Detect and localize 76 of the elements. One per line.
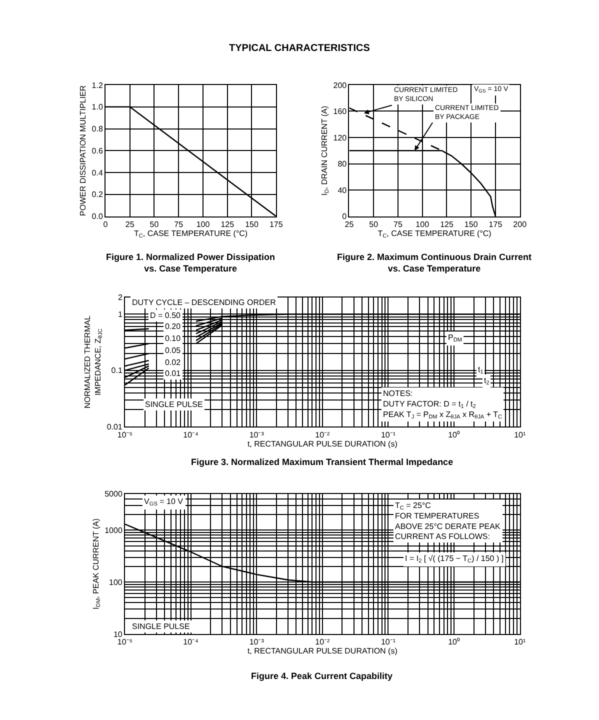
x-tick-label: 75 bbox=[174, 220, 184, 229]
annotation: 0.01 bbox=[165, 369, 182, 378]
text: TYPICAL CHARACTERISTICS bbox=[229, 43, 370, 54]
annotation: T$_{C}$ = 25°C FOR TEMPERATURES ABOVE 25°C DERATE PEAK CURRENT AS FOLLOWS: bbox=[395, 501, 501, 542]
annotation: 0.20 bbox=[165, 322, 182, 331]
y-axis-title: POWER DISSIPATION MULTIPLIER bbox=[78, 85, 88, 216]
y-tick-label: 0.8 bbox=[92, 124, 104, 134]
y-tick-label: 0.0 bbox=[92, 212, 104, 222]
annotation: 0.05 bbox=[165, 346, 182, 355]
y-tick-label: 0.4 bbox=[92, 168, 104, 178]
annotation: V$_{GS}$ = 10 V bbox=[144, 497, 184, 508]
x-tick-label: 150 bbox=[464, 220, 478, 229]
x-tick-label: 75 bbox=[394, 220, 403, 229]
text: Figure 3. Normalized Maximum Transient Thermal Impedance bbox=[191, 457, 454, 467]
annotation: t$_{2}$ bbox=[484, 376, 490, 387]
annotation: I = I$_{2}$ [ √( (175 − T$_{C}$) / 150 ) ] bbox=[405, 554, 504, 565]
x-tick-label: 50 bbox=[150, 220, 160, 229]
x-axis-title: T$_{C}$, CASE TEMPERATURE (°C) bbox=[134, 229, 248, 240]
x-tick-label: 125 bbox=[440, 220, 454, 229]
x-tick-label: 200 bbox=[513, 220, 528, 229]
x-axis-title: t, RECTANGULAR PULSE DURATION (s) bbox=[247, 439, 398, 448]
y-tick-label: 200 bbox=[333, 80, 348, 90]
x-tick-label: 50 bbox=[369, 220, 379, 229]
x-axis-title: T$_{C}$, CASE TEMPERATURE (°C) bbox=[378, 229, 492, 240]
y-tick-label: 0 bbox=[342, 212, 348, 222]
y-tick-label: 1.2 bbox=[92, 80, 104, 90]
annotation: SINGLE PULSE bbox=[145, 400, 203, 409]
x-tick-label: 10⁻¹ bbox=[380, 638, 396, 647]
x-axis-title: t, RECTANGULAR PULSE DURATION (s) bbox=[247, 646, 398, 656]
x-tick-label: 125 bbox=[220, 220, 235, 229]
annotation: 0.02 bbox=[165, 358, 182, 367]
x-tick-label: 25 bbox=[344, 220, 354, 229]
x-tick-label: 100 bbox=[416, 220, 430, 229]
annotation: DUTY CYCLE – DESCENDING ORDER bbox=[132, 298, 276, 307]
y-tick-label: 2 bbox=[118, 293, 123, 302]
x-tick-label: 10⁻⁵ bbox=[117, 638, 133, 647]
text: Figure 2. Maximum Continuous Drain Current vs. Case Temperature bbox=[337, 252, 532, 274]
y-tick-label: 160 bbox=[333, 107, 348, 116]
y-tick-label: 40 bbox=[338, 186, 348, 195]
x-tick-label: 10⁰ bbox=[448, 430, 460, 440]
y-tick-label: 80 bbox=[338, 160, 348, 169]
x-tick-label: 10¹ bbox=[514, 430, 526, 440]
y-tick-label: 0.01 bbox=[106, 422, 123, 432]
x-tick-label: 10⁻³ bbox=[249, 430, 264, 440]
x-tick-label: 10⁻⁴ bbox=[183, 638, 200, 647]
y-tick-label: 1000 bbox=[104, 526, 123, 535]
y-tick-label: 120 bbox=[333, 133, 348, 142]
text: NOTES: DUTY FACTOR: D = t$_{1}$ / t$_{2}$ PEAK T$_{J}$ = P$_{DM}$ x Z$_{θJA}$ x R$_{θJA}$ + T$_{C}$ bbox=[383, 389, 502, 420]
x-tick-label: 175 bbox=[269, 220, 284, 229]
y-tick-label: 1 bbox=[118, 310, 123, 320]
y-tick-label: 0.6 bbox=[92, 146, 104, 156]
text: Figure 1. Normalized Power Dissipation vs. Case Temperature bbox=[106, 252, 276, 274]
annotation: SINGLE PULSE bbox=[132, 622, 190, 631]
x-tick-label: 25 bbox=[125, 220, 135, 229]
text: Figure 4. Peak Current Capability bbox=[251, 671, 393, 681]
annotation: t$_{1}$ bbox=[478, 365, 484, 376]
y-tick-label: 1.0 bbox=[92, 102, 104, 112]
y-tick-label: 100 bbox=[109, 578, 123, 587]
annotation: D = 0.50 bbox=[150, 311, 182, 320]
y-tick-label: 0.2 bbox=[92, 190, 104, 200]
x-tick-label: 10⁻² bbox=[315, 430, 330, 440]
x-tick-label: 10⁻⁴ bbox=[183, 430, 200, 440]
x-tick-label: 10⁻² bbox=[315, 638, 330, 647]
x-tick-label: 150 bbox=[245, 220, 259, 229]
x-tick-label: 10⁻¹ bbox=[380, 430, 396, 440]
x-tick-label: 100 bbox=[196, 220, 210, 229]
annotation: 0.10 bbox=[165, 334, 182, 343]
y-tick-label: 10 bbox=[113, 630, 123, 639]
x-tick-label: 10⁻³ bbox=[249, 638, 264, 647]
x-tick-label: 10⁻⁵ bbox=[117, 430, 133, 440]
annotation: P$_{DM}$ bbox=[448, 333, 462, 344]
x-tick-label: 175 bbox=[488, 220, 503, 229]
y-tick-label: 5000 bbox=[104, 490, 123, 499]
x-tick-label: 10¹ bbox=[514, 638, 526, 647]
y-tick-label: 0.1 bbox=[111, 366, 123, 376]
x-tick-label: 10⁰ bbox=[448, 638, 460, 647]
